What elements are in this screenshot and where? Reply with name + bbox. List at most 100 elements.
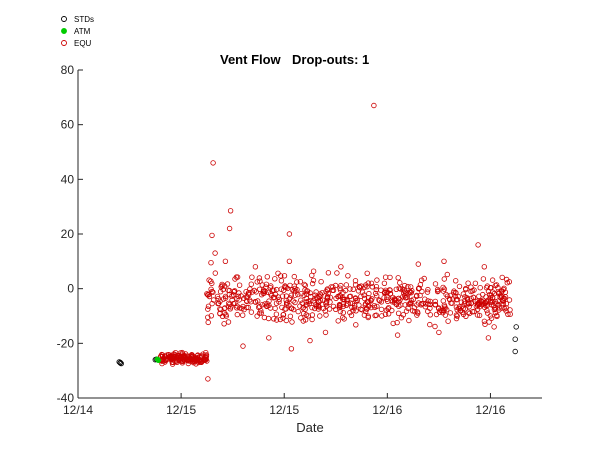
- y-ticks: -40 -20 0 20 40 60 80: [57, 63, 83, 405]
- point-equ: [340, 303, 346, 310]
- point-equ: [294, 279, 300, 285]
- point-equ: [497, 294, 503, 300]
- point-equ: [432, 323, 438, 330]
- point-equ: [297, 279, 304, 285]
- point-equ: [434, 286, 441, 293]
- point-equ: [353, 298, 359, 304]
- point-equ: [393, 301, 399, 307]
- point-equ: [432, 281, 439, 287]
- point-equ: [197, 357, 203, 364]
- point-equ: [373, 284, 380, 290]
- point-equ: [504, 276, 510, 283]
- point-equ: [454, 313, 460, 319]
- point-equ: [295, 291, 301, 298]
- point-equ: [304, 288, 311, 294]
- point-equ: [373, 312, 379, 318]
- point-equ: [352, 282, 359, 288]
- point-equ: [425, 298, 431, 304]
- point-equ: [504, 280, 510, 286]
- point-equ: [262, 301, 268, 307]
- point-equ: [344, 301, 351, 307]
- point-equ: [474, 306, 481, 312]
- point-equ: [313, 289, 319, 295]
- point-equ: [265, 289, 272, 296]
- point-equ: [314, 303, 320, 309]
- point-equ: [385, 311, 392, 317]
- legend-label: STDs: [74, 15, 94, 24]
- point-equ: [361, 312, 368, 318]
- point-atm: [155, 357, 162, 363]
- point-equ: [277, 316, 283, 323]
- point-equ: [436, 305, 442, 312]
- point-equ: [442, 305, 448, 311]
- y-tick-label: 80: [61, 63, 75, 77]
- point-equ: [465, 280, 471, 286]
- point-equ: [234, 311, 240, 318]
- point-equ: [222, 258, 229, 264]
- point-equ: [256, 310, 263, 316]
- point-equ: [251, 287, 258, 294]
- point-equ: [343, 282, 349, 288]
- point-equ: [309, 316, 315, 323]
- point-equ: [209, 288, 215, 295]
- point-equ: [280, 315, 286, 321]
- point-equ: [209, 232, 215, 239]
- point-equ: [400, 294, 406, 300]
- point-equ: [371, 102, 377, 109]
- point-equ: [453, 278, 459, 284]
- point-equ: [363, 308, 369, 315]
- point-equ: [441, 258, 447, 264]
- point-equ: [324, 298, 330, 305]
- point-equ: [316, 294, 323, 300]
- point-equ: [443, 291, 449, 298]
- point-equ: [223, 312, 229, 318]
- point-equ: [333, 295, 339, 302]
- point-equ: [460, 311, 467, 317]
- point-equ: [272, 305, 278, 312]
- point-equ: [495, 301, 501, 308]
- point-equ: [298, 297, 304, 303]
- point-equ: [442, 312, 449, 318]
- point-equ: [350, 286, 356, 292]
- point-equ: [413, 293, 420, 299]
- point-equ: [263, 281, 270, 287]
- point-equ: [322, 308, 328, 314]
- point-equ: [414, 309, 421, 315]
- legend-label: ATM: [74, 27, 91, 36]
- point-equ: [387, 291, 393, 297]
- point-equ: [179, 360, 186, 366]
- point-equ: [445, 318, 451, 324]
- point-equ: [188, 352, 195, 358]
- point-equ: [472, 280, 479, 286]
- point-equ: [460, 305, 466, 312]
- point-equ: [203, 350, 209, 356]
- point-equ: [362, 302, 368, 308]
- point-equ: [406, 317, 412, 324]
- point-equ: [271, 316, 277, 322]
- point-equ: [283, 293, 290, 299]
- point-equ: [346, 293, 353, 300]
- point-equ: [337, 302, 343, 308]
- point-equ: [206, 277, 212, 283]
- point-equ: [447, 296, 453, 303]
- point-equ: [396, 285, 402, 291]
- point-equ: [234, 274, 241, 280]
- point-equ: [381, 280, 388, 286]
- point-stds: [513, 324, 519, 330]
- point-equ: [398, 315, 405, 321]
- point-equ: [418, 301, 425, 307]
- point-equ: [365, 280, 371, 286]
- point-equ: [208, 260, 214, 266]
- point-equ: [408, 284, 414, 290]
- point-equ: [222, 305, 228, 311]
- point-equ: [297, 303, 303, 309]
- point-equ: [468, 295, 474, 302]
- point-equ: [309, 280, 316, 287]
- point-equ: [390, 320, 396, 327]
- point-equ: [471, 287, 477, 293]
- point-equ: [287, 282, 293, 289]
- point-equ: [179, 349, 185, 356]
- point-stds: [118, 360, 124, 367]
- point-equ: [212, 250, 218, 256]
